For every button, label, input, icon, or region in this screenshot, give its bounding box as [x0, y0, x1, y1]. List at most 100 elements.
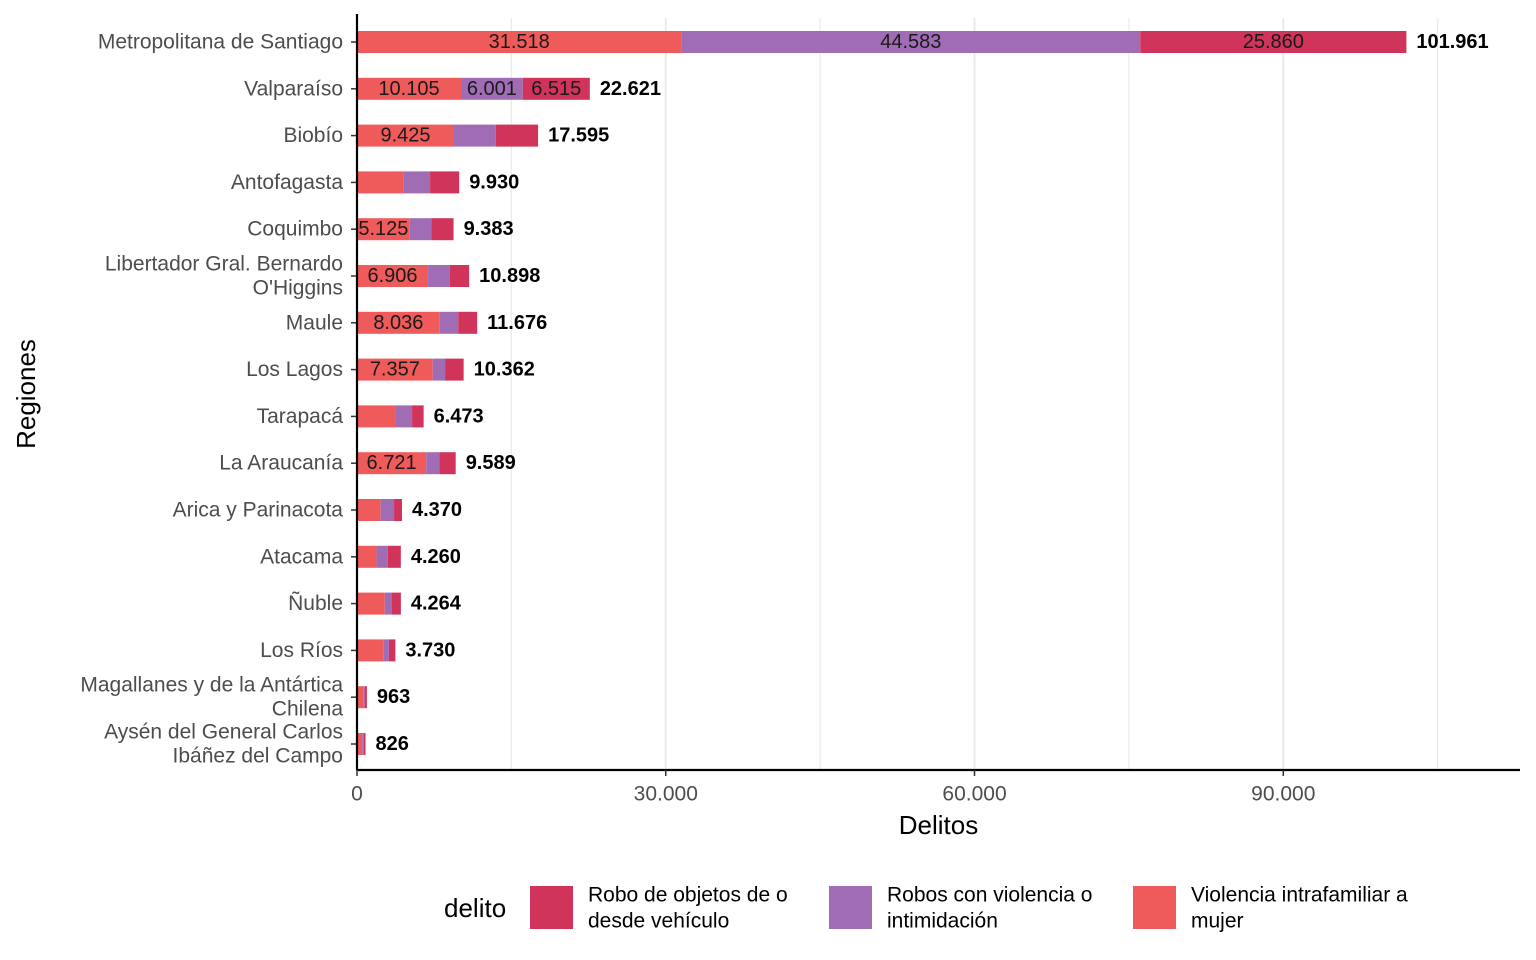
- bar-segment[interactable]: [383, 639, 389, 662]
- bar-segment[interactable]: [409, 218, 432, 241]
- bar-segment[interactable]: [376, 545, 388, 568]
- category-label: Los Lagos: [246, 358, 343, 381]
- bar-segment[interactable]: [395, 405, 413, 428]
- bar-total-label: 10.362: [474, 359, 535, 381]
- bar-segment[interactable]: [357, 545, 377, 568]
- bar-segment[interactable]: [1140, 31, 1407, 53]
- bar-segment[interactable]: [412, 405, 424, 428]
- bar-segment[interactable]: [380, 499, 395, 521]
- bar-segment[interactable]: [357, 733, 363, 755]
- bar-segment[interactable]: [362, 733, 364, 755]
- bar-segment[interactable]: [439, 452, 456, 475]
- segment-value-label: 5.125: [358, 218, 408, 240]
- bar-segment[interactable]: [522, 77, 590, 100]
- bar-segment[interactable]: [357, 499, 381, 521]
- segment-value-label: 6.906: [368, 265, 418, 287]
- segment-value-label: 6.721: [367, 452, 417, 474]
- bar-segment[interactable]: [357, 218, 410, 241]
- bar-segment[interactable]: [357, 31, 682, 53]
- legend-title: delito: [444, 893, 506, 923]
- bar-total-label: 22.621: [600, 78, 661, 100]
- bar-segment[interactable]: [357, 452, 427, 475]
- category-label: Tarapacá: [257, 405, 344, 428]
- category-label: Aysén del General Carlos: [104, 721, 343, 744]
- bar-segment[interactable]: [357, 686, 364, 709]
- bar-segment[interactable]: [388, 639, 396, 662]
- bar-segment[interactable]: [391, 592, 401, 615]
- legend-swatch[interactable]: [829, 886, 872, 929]
- bar-total-label: 11.676: [487, 312, 547, 334]
- bar-segment[interactable]: [357, 311, 440, 334]
- bar-total-label: 4.260: [411, 546, 461, 568]
- bar-segment[interactable]: [384, 592, 392, 615]
- category-label: Ibáñez del Campo: [173, 745, 343, 768]
- bar-segment[interactable]: [681, 31, 1141, 53]
- bar-segment[interactable]: [430, 171, 460, 194]
- bar-total-label: 4.264: [411, 593, 462, 615]
- bar-segment[interactable]: [454, 124, 496, 147]
- legend-label: Robo de objetos de o: [588, 884, 788, 907]
- x-axis-title: Delitos: [899, 810, 978, 840]
- bar-segment[interactable]: [363, 733, 366, 755]
- legend-label: Robos con violencia o: [887, 884, 1092, 907]
- legend-label: mujer: [1191, 910, 1244, 933]
- category-label: Chilena: [272, 698, 344, 721]
- bar-segment[interactable]: [432, 358, 446, 381]
- category-label: Coquimbo: [247, 218, 343, 241]
- bar-segment[interactable]: [403, 171, 431, 194]
- bar-segment[interactable]: [357, 124, 455, 147]
- bar-segment[interactable]: [357, 592, 385, 615]
- bar-segment[interactable]: [387, 545, 401, 568]
- legend-swatch[interactable]: [530, 886, 573, 929]
- category-label: O'Higgins: [253, 277, 343, 300]
- category-label: Arica y Parinacota: [173, 499, 344, 522]
- bar-segment[interactable]: [363, 686, 365, 709]
- bar-segment[interactable]: [357, 265, 429, 287]
- legend-label: desde vehículo: [588, 910, 729, 933]
- bar-segment[interactable]: [458, 311, 478, 334]
- bar-segment[interactable]: [364, 686, 367, 709]
- bar-segment[interactable]: [461, 77, 523, 100]
- bar-total-label: 826: [376, 733, 409, 755]
- bar-segment[interactable]: [357, 358, 433, 381]
- x-tick-label: 0: [351, 783, 363, 806]
- category-label: Los Ríos: [260, 639, 343, 662]
- category-label: Maule: [286, 311, 343, 334]
- category-label: Biobío: [283, 124, 343, 147]
- x-tick-label: 30.000: [634, 783, 698, 806]
- category-label: Antofagasta: [231, 171, 343, 194]
- bar-segment[interactable]: [394, 499, 402, 521]
- segment-value-label: 31.518: [489, 31, 550, 53]
- bar-segment[interactable]: [445, 358, 464, 381]
- bar-segment[interactable]: [428, 265, 450, 287]
- bar-total-label: 17.595: [548, 125, 609, 147]
- bar-total-label: 10.898: [479, 265, 540, 287]
- bar-segment[interactable]: [431, 218, 454, 241]
- segment-value-label: 10.105: [378, 78, 439, 100]
- bar-total-label: 9.930: [469, 171, 519, 193]
- bar-segment[interactable]: [439, 311, 459, 334]
- bar-segment[interactable]: [495, 124, 539, 147]
- category-label: Valparaíso: [244, 77, 343, 100]
- segment-value-label: 44.583: [880, 31, 941, 53]
- bar-total-label: 4.370: [412, 499, 462, 521]
- category-label: Magallanes y de la Antártica: [80, 674, 343, 697]
- bar-segment[interactable]: [357, 171, 404, 194]
- bar-segment[interactable]: [426, 452, 440, 475]
- bar-total-label: 9.589: [466, 452, 516, 474]
- category-label: Ñuble: [288, 591, 343, 615]
- bar-segment[interactable]: [449, 265, 470, 287]
- segment-value-label: 9.425: [380, 125, 430, 147]
- segment-value-label: 7.357: [370, 359, 420, 381]
- bar-segment[interactable]: [357, 77, 462, 100]
- x-tick-label: 60.000: [942, 783, 1006, 806]
- bar-segment[interactable]: [357, 405, 396, 428]
- category-label: Atacama: [260, 545, 343, 568]
- bar-segment[interactable]: [357, 639, 384, 662]
- segment-value-label: 8.036: [373, 312, 423, 334]
- bar-total-label: 101.961: [1416, 31, 1488, 53]
- legend-swatch[interactable]: [1133, 886, 1176, 929]
- bar-total-label: 963: [377, 686, 410, 708]
- category-label: Libertador Gral. Bernardo: [105, 253, 343, 276]
